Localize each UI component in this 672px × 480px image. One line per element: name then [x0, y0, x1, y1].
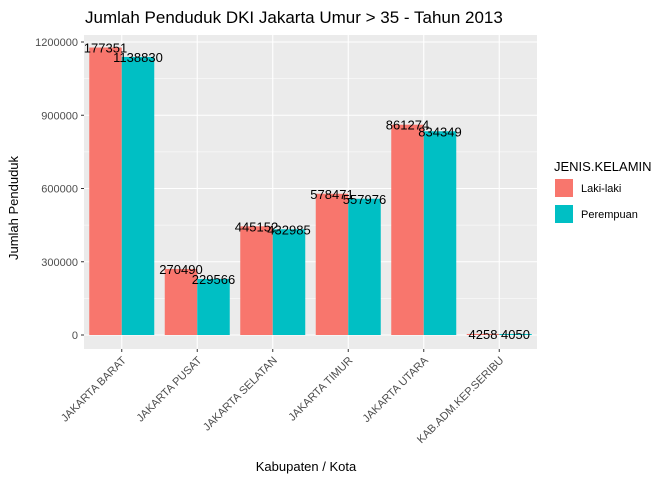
data-label: 1138830: [113, 50, 163, 65]
bar-laki-laki: [315, 193, 349, 335]
y-tick-label: 1200000: [35, 37, 78, 49]
bar-laki-laki: [391, 124, 424, 335]
legend: JENIS.KELAMIN Laki-laki Perempuan: [554, 159, 652, 223]
legend-key-perempuan: [555, 205, 573, 223]
bar-perempuan: [121, 56, 155, 336]
y-tick-label: 600000: [41, 184, 78, 196]
x-tick-label: JAKARTA SELATAN: [201, 355, 280, 434]
bar-laki-laki: [164, 268, 198, 335]
bar-laki-laki: [240, 226, 273, 335]
data-label: 432985: [267, 222, 310, 237]
x-tick-label: JAKARTA UTARA: [361, 354, 432, 425]
bar-laki-laki: [89, 47, 122, 336]
data-label: 578471: [310, 187, 353, 202]
bar-perempuan: [499, 334, 532, 335]
x-axis-title: Kabupaten / Kota: [256, 459, 357, 474]
data-label: 4050: [501, 327, 530, 342]
y-tick-label: 900000: [41, 110, 78, 122]
data-label: 177351: [84, 41, 127, 56]
legend-label-laki-laki: Laki-laki: [581, 183, 621, 195]
legend-title: JENIS.KELAMIN: [554, 159, 652, 174]
y-tick-label: 0: [72, 330, 78, 342]
y-tick-label: 300000: [41, 257, 78, 269]
chart-title: Jumlah Penduduk DKI Jakarta Umur > 35 - …: [85, 8, 503, 27]
x-tick-label: JAKARTA TIMUR: [286, 355, 355, 424]
data-label: 445152: [235, 219, 278, 234]
bar-perempuan: [423, 131, 457, 335]
y-axis-title: Jumlah Penduduk: [6, 155, 21, 260]
bar-perempuan: [197, 278, 230, 335]
data-label: 861274: [386, 118, 429, 133]
data-label: 557976: [343, 192, 386, 207]
bar-perempuan: [272, 229, 306, 335]
data-label: 4258: [469, 327, 498, 342]
panel-background: [84, 35, 537, 349]
data-label: 834349: [418, 124, 461, 139]
data-label: 229566: [192, 272, 235, 287]
plot-panel: [84, 35, 537, 349]
legend-label-perempuan: Perempuan: [581, 209, 638, 221]
x-tick-label: JAKARTA BARAT: [59, 354, 129, 424]
x-tick-label: KAB.ADM.KEP.SERIBU: [415, 355, 506, 446]
legend-key-laki-laki: [555, 179, 573, 197]
data-label: 270490: [159, 262, 202, 277]
bar-perempuan: [348, 198, 381, 335]
bar-laki-laki: [466, 333, 500, 335]
x-tick-label: JAKARTA PUSAT: [135, 354, 205, 424]
